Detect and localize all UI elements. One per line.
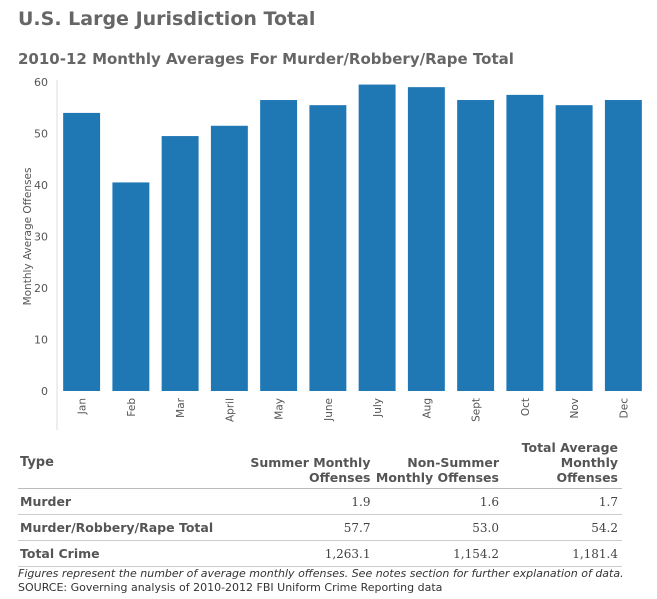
y-tick-label: 10 xyxy=(34,334,48,347)
summary-table: Type Summer Monthly Offenses Non-Summer … xyxy=(18,440,622,567)
y-tick-label: 0 xyxy=(41,385,48,398)
nonsummer-cell: 1.6 xyxy=(374,488,503,515)
y-tick-label: 50 xyxy=(34,128,48,141)
bar-mar xyxy=(161,136,199,391)
bar-july xyxy=(358,84,396,391)
chart-subtitle: 2010-12 Monthly Averages For Murder/Robb… xyxy=(18,50,514,68)
table-row: Total Crime 1,263.1 1,154.2 1,181.4 xyxy=(18,540,622,567)
footnotes: Figures represent the number of average … xyxy=(18,567,638,595)
table-row: Murder 1.9 1.6 1.7 xyxy=(18,488,622,515)
bar-nov xyxy=(555,105,593,392)
bar-chart: 0 10 20 30 40 50 60 Monthly Average Offenses Jan… xyxy=(22,76,642,430)
summer-cell: 57.7 xyxy=(246,514,375,541)
bar-oct xyxy=(506,94,544,391)
row-type-cell: Murder xyxy=(18,488,247,515)
bar-sept xyxy=(457,100,495,392)
figures-note: Figures represent the number of average … xyxy=(18,567,624,580)
row-type-cell: Murder/Robbery/Rape Total xyxy=(18,514,247,541)
bar-jan xyxy=(63,112,101,392)
total-cell: 54.2 xyxy=(502,514,622,541)
col-header-summer-line1: Summer Monthly xyxy=(250,455,371,470)
col-header-total: Total Average Monthly Offenses xyxy=(502,440,622,489)
x-tick-label: May xyxy=(274,398,286,420)
table-row: Murder/Robbery/Rape Total 57.7 53.0 54.2 xyxy=(18,514,622,541)
summer-cell: 1.9 xyxy=(246,488,375,515)
x-tick-label: Jan xyxy=(77,398,89,415)
summer-cell: 1,263.1 xyxy=(246,540,375,567)
nonsummer-cell: 53.0 xyxy=(374,514,503,541)
bar-may xyxy=(260,100,298,392)
total-cell: 1,181.4 xyxy=(502,540,622,567)
x-tick-label: April xyxy=(224,398,236,422)
x-tick-label: Oct xyxy=(520,398,532,416)
x-tick-label: Aug xyxy=(421,398,433,419)
source-note: SOURCE: Governing analysis of 2010-2012 … xyxy=(18,581,443,594)
col-header-nonsummer-line2: Monthly Offenses xyxy=(375,470,499,485)
x-tick-label: Nov xyxy=(569,398,581,419)
bar-feb xyxy=(112,182,150,391)
col-header-nonsummer-line1: Non-Summer xyxy=(407,455,499,470)
y-tick-label: 60 xyxy=(34,76,48,89)
x-tick-label: Sept xyxy=(471,398,483,422)
page-title: U.S. Large Jurisdiction Total xyxy=(18,8,316,30)
col-header-summer: Summer Monthly Offenses xyxy=(246,440,375,489)
table-header-row: Type Summer Monthly Offenses Non-Summer … xyxy=(18,440,622,489)
bar-aug xyxy=(407,87,445,392)
x-tick-label: Mar xyxy=(175,397,187,417)
row-type-cell: Total Crime xyxy=(18,540,247,567)
bar-june xyxy=(309,105,347,392)
col-header-nonsummer: Non-Summer Monthly Offenses xyxy=(374,440,503,489)
bar-dec xyxy=(604,100,642,392)
y-tick-label: 40 xyxy=(34,179,48,192)
col-header-type: Type xyxy=(18,440,247,489)
nonsummer-cell: 1,154.2 xyxy=(374,540,503,567)
y-tick-label: 30 xyxy=(34,231,48,244)
total-cell: 1.7 xyxy=(502,488,622,515)
y-axis-label: Monthly Average Offenses xyxy=(22,168,34,306)
x-tick-label: June xyxy=(323,398,335,422)
col-header-total-line1: Total Average xyxy=(521,440,618,455)
x-tick-label: July xyxy=(372,398,384,418)
col-header-total-line2: Monthly Offenses xyxy=(556,455,619,485)
x-tick-label: Dec xyxy=(618,398,630,419)
x-tick-label: Feb xyxy=(126,398,138,417)
y-tick-label: 20 xyxy=(34,282,48,295)
col-header-summer-line2: Offenses xyxy=(309,470,371,485)
bar-april xyxy=(210,125,248,392)
